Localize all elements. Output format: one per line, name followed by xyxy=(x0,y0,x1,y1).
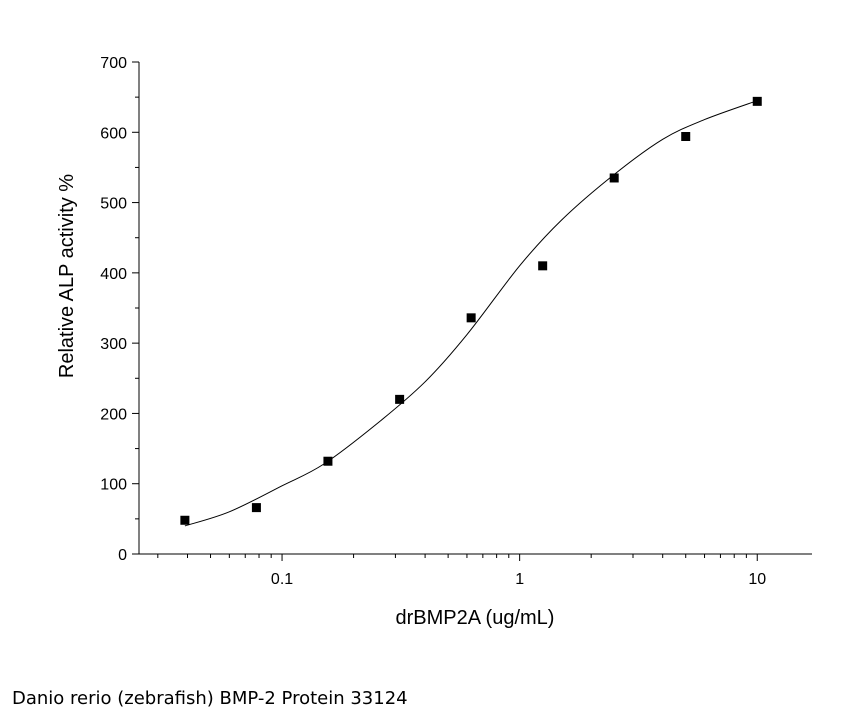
y-tick-label: 600 xyxy=(100,125,127,142)
data-points-layer xyxy=(180,96,762,525)
y-tick-label: 700 xyxy=(100,55,127,72)
chart: 0.1 1 10 0 100 200 300 400 500 600 700 drBMP2A (u… xyxy=(56,55,812,629)
data-point xyxy=(538,261,548,271)
data-point xyxy=(609,173,619,183)
x-axis-title: drBMP2A (ug/mL) xyxy=(396,607,555,629)
y-tick-label: 200 xyxy=(100,406,127,423)
x-tick-label: 0.1 xyxy=(271,571,293,588)
data-point xyxy=(180,515,190,525)
y-tick-label: 400 xyxy=(100,266,127,283)
y-tick-label: 500 xyxy=(100,196,127,213)
y-tick-label: 100 xyxy=(100,477,127,494)
x-axis-ticks: 0.1 1 10 xyxy=(157,554,766,588)
data-point xyxy=(395,394,405,404)
data-point xyxy=(251,503,261,513)
data-point xyxy=(752,96,762,106)
plot-area: 0.1 1 10 0 100 200 300 400 500 600 700 xyxy=(100,55,812,588)
data-point xyxy=(466,313,476,323)
data-point xyxy=(681,132,691,142)
fit-curve-line xyxy=(184,100,758,527)
fit-curve-layer xyxy=(184,100,758,527)
x-tick-label: 1 xyxy=(515,571,524,588)
data-point xyxy=(323,456,333,466)
x-tick-label: 10 xyxy=(748,571,766,588)
y-axis-title: Relative ALP activity % xyxy=(56,174,78,378)
figure-caption: Danio rerio (zebrafish) BMP-2 Protein 33… xyxy=(12,688,408,709)
y-tick-label: 300 xyxy=(100,336,127,353)
y-axis-ticks: 0 100 200 300 400 500 600 700 xyxy=(100,55,139,564)
y-tick-label: 0 xyxy=(118,547,127,564)
